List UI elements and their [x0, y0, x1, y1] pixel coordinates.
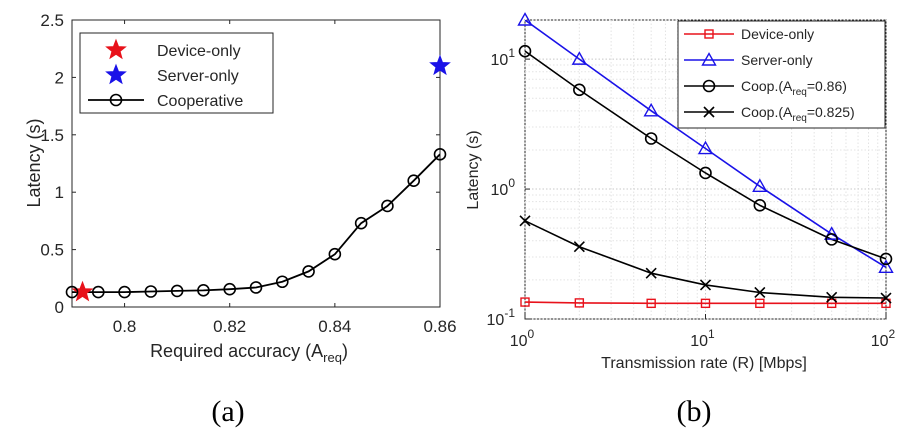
- data-point: [275, 275, 289, 289]
- chart-a-series: [72, 153, 440, 294]
- legend-marker: [704, 29, 714, 39]
- legend-label: Device-only: [741, 26, 814, 42]
- series-line: [525, 301, 886, 305]
- data-point: [65, 285, 79, 299]
- legend-marker: [105, 63, 127, 85]
- data-point: [826, 291, 838, 303]
- x-tick-label: 0.82: [213, 317, 246, 336]
- chart-a-markers: [65, 54, 451, 302]
- x-tick-label: 0.84: [318, 317, 351, 336]
- chart-b-legend: Device-only Server-only Coop.(Areq=0.86) Co…: [677, 20, 886, 129]
- x-tick-label: 0.8: [113, 317, 137, 336]
- x-tick-label: 101: [690, 327, 715, 350]
- data-point: [118, 285, 131, 299]
- data-point: [571, 51, 588, 65]
- y-tick-label: 1: [55, 183, 64, 202]
- legend-marker: [702, 79, 716, 93]
- series-line: [72, 153, 440, 294]
- chart-b-xlabel: Transmission rate (R) [Mbps]: [601, 355, 807, 372]
- x-tick-label: 0.86: [423, 317, 456, 336]
- data-point: [697, 140, 714, 155]
- data-point: [573, 83, 586, 97]
- legend-marker: [703, 106, 715, 118]
- legend-label: Coop.(Areq=0.86): [741, 78, 847, 98]
- chart-b-legend-entries: Device-only Server-only Coop.(Areq=0.86) Co…: [684, 26, 855, 124]
- data-point: [91, 285, 105, 299]
- data-point: [643, 102, 659, 117]
- y-tick-label: 2.5: [40, 11, 64, 30]
- x-tick-label: 100: [510, 327, 535, 350]
- y-tick-label: 1.5: [40, 126, 64, 145]
- chart-a-legend: Device-only Server-only Cooperative: [79, 32, 274, 114]
- data-point: [755, 298, 765, 309]
- data-point: [699, 166, 712, 180]
- y-tick-label: 0: [55, 298, 64, 317]
- legend-marker: [109, 93, 123, 107]
- chart-a-ticks: 0.8 0.82 0.84 0.86 0 0.5 1 1.5 2 2.5: [40, 11, 456, 336]
- data-point: [517, 12, 533, 26]
- data-point: [879, 252, 893, 266]
- data-point: [170, 284, 184, 298]
- data-point: [826, 298, 837, 309]
- data-point: [519, 215, 531, 227]
- data-point: [825, 233, 838, 246]
- chart-a-xlabel: Required accuracy (Areq): [150, 341, 348, 365]
- y-tick-label: 10-1: [487, 306, 516, 329]
- data-point: [429, 54, 451, 76]
- data-point: [645, 267, 657, 279]
- chart-b-ylabel: Latency (s): [465, 130, 482, 209]
- chart-b-legend-box: [677, 20, 886, 129]
- chart-b-caption: (b): [677, 395, 712, 428]
- data-point: [646, 298, 656, 309]
- data-point: [354, 216, 368, 230]
- data-point: [249, 281, 263, 294]
- data-point: [302, 265, 315, 278]
- data-point: [881, 298, 891, 309]
- data-point: [880, 292, 892, 304]
- legend-label: Cooperative: [157, 93, 243, 110]
- legend-label: Coop.(Areq=0.825): [741, 104, 855, 124]
- data-point: [644, 132, 658, 145]
- data-point: [823, 226, 840, 240]
- data-point: [407, 174, 421, 188]
- legend-label: Device-only: [157, 43, 241, 60]
- y-tick-label: 0.5: [40, 241, 64, 260]
- data-point: [518, 44, 532, 58]
- y-tick-label: 2: [55, 68, 64, 87]
- data-point: [752, 178, 768, 193]
- data-point: [574, 298, 585, 308]
- legend-label: Server-only: [157, 68, 239, 85]
- data-point: [433, 148, 447, 161]
- data-point: [144, 285, 158, 298]
- data-point: [223, 282, 237, 296]
- data-point: [573, 241, 585, 253]
- data-point: [753, 198, 767, 212]
- chart-a-caption: (a): [211, 395, 244, 428]
- chart-a-legend-entries: Device-only Server-only Cooperative: [88, 38, 243, 110]
- x-tick-label: 102: [871, 327, 896, 350]
- data-point: [520, 297, 530, 307]
- data-point: [197, 284, 210, 297]
- data-point: [754, 286, 766, 299]
- chart-a-ylabel: Latency (s): [24, 118, 44, 207]
- y-tick-label: 100: [491, 176, 516, 199]
- data-point: [71, 280, 94, 302]
- data-point: [878, 259, 894, 273]
- data-point: [699, 279, 712, 291]
- chart-b-markers: [517, 12, 894, 309]
- data-point: [328, 247, 342, 261]
- y-tick-label: 101: [491, 46, 516, 69]
- legend-marker: [701, 52, 717, 66]
- legend-marker: [105, 38, 127, 60]
- data-point: [700, 298, 711, 309]
- data-point: [381, 199, 394, 213]
- legend-label: Server-only: [741, 52, 813, 68]
